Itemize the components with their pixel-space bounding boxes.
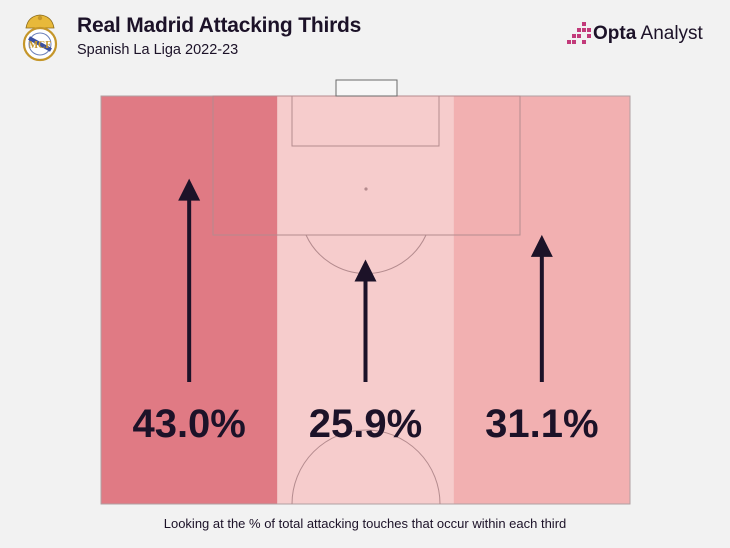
arrow-head-1: [178, 178, 201, 201]
labels-group: 43.0% 25.9% 31.1%: [132, 402, 598, 446]
pitch-markings: [100, 79, 631, 505]
penalty-spot: [364, 187, 368, 191]
chart-title: Real Madrid Attacking Thirds: [77, 14, 362, 37]
value-label-2: 25.9%: [309, 402, 422, 446]
svg-text:MCF: MCF: [29, 40, 52, 51]
brand-name: Opta Analyst: [593, 23, 703, 45]
value-label-1: 43.0%: [132, 402, 245, 446]
brand-name-bold: Opta: [593, 23, 637, 44]
goal: [335, 79, 398, 97]
opta-analyst-logo: Opta Analyst: [563, 19, 713, 49]
chart-subtitle: Spanish La Liga 2022-23: [77, 42, 239, 58]
real-madrid-crest-icon: MCF: [22, 14, 58, 62]
arrows-group: [178, 178, 553, 382]
arrow-head-3: [530, 234, 553, 257]
footnote: Looking at the % of total attacking touc…: [163, 516, 567, 531]
arrow-head-2: [354, 259, 377, 282]
value-label-3: 31.1%: [485, 402, 598, 446]
brand-name-light: Analyst: [640, 23, 703, 44]
header: MCF Real Madrid Attacking Thirds Spanish…: [0, 0, 730, 80]
opta-dots-icon: [567, 22, 591, 44]
centre-circle: [291, 429, 441, 505]
